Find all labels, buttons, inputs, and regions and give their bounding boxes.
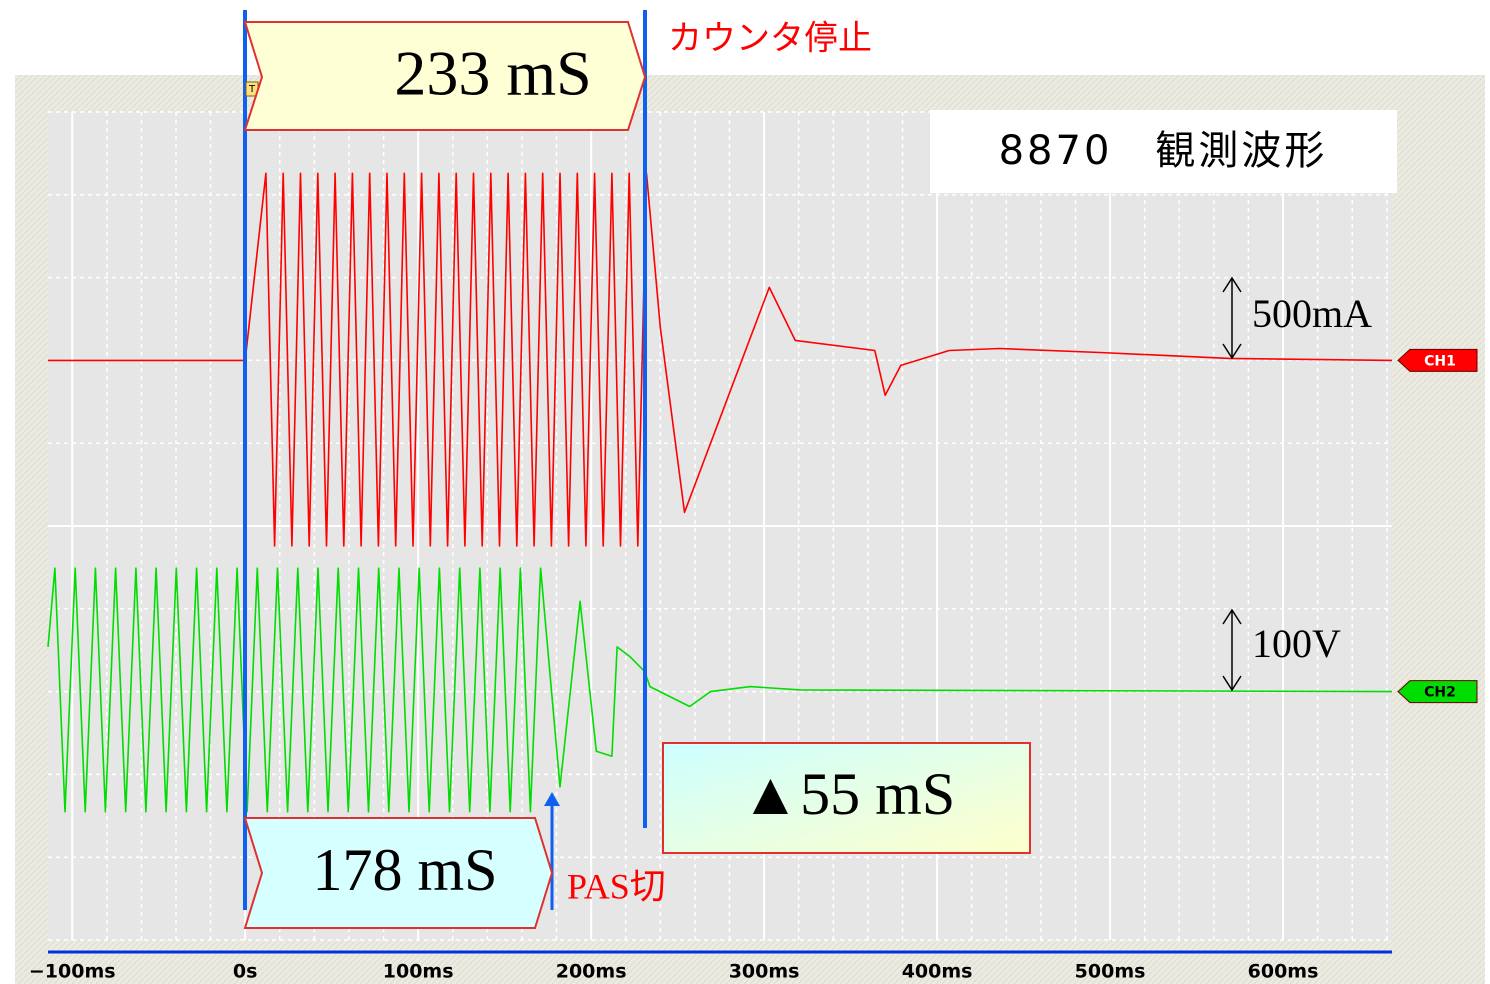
pas-off: PAS切 xyxy=(567,866,666,906)
x-tick-label: 500ms xyxy=(1075,961,1146,983)
counter-stop: カウンタ停止 xyxy=(668,19,872,59)
channel-tag-label: CH2 xyxy=(1424,685,1456,701)
pas-arrow-head xyxy=(544,792,560,806)
x-tick-label: 100ms xyxy=(383,961,454,983)
waveform xyxy=(47,567,1393,813)
x-tick-label: 0s xyxy=(233,961,258,983)
ch1-scale: 500mA xyxy=(1252,291,1372,336)
delta-time: ▲55 mS xyxy=(741,761,955,827)
x-tick-label: 200ms xyxy=(556,961,627,983)
channel-tag xyxy=(1397,348,1478,372)
x-tick-label: 300ms xyxy=(729,961,800,983)
traces xyxy=(47,172,1393,813)
x-tick-labels: −100ms 0s 100ms 200ms 300ms 400ms 500ms 600ms xyxy=(29,961,1319,983)
x-tick-label: 400ms xyxy=(902,961,973,983)
x-tick-label: 600ms xyxy=(1248,961,1319,983)
delta-callout xyxy=(662,742,1031,854)
title: 8870 観測波形 xyxy=(999,128,1328,174)
ch2-scale: 100V xyxy=(1252,621,1341,666)
pas-callout xyxy=(243,817,554,929)
scale-arrows xyxy=(1222,276,1242,692)
total-time: 233 mS xyxy=(394,38,591,109)
channel-tag-label: CH1 xyxy=(1424,353,1456,369)
waveform xyxy=(48,172,1393,547)
trigger-label: T xyxy=(248,84,256,95)
channel-tags: CH1 CH2 xyxy=(1397,348,1478,704)
channel-tag xyxy=(1397,680,1478,704)
x-tick-label: −100ms xyxy=(29,961,116,983)
pas-time: 178 mS xyxy=(312,837,497,903)
total-callout xyxy=(243,21,647,131)
title-box xyxy=(930,110,1397,193)
